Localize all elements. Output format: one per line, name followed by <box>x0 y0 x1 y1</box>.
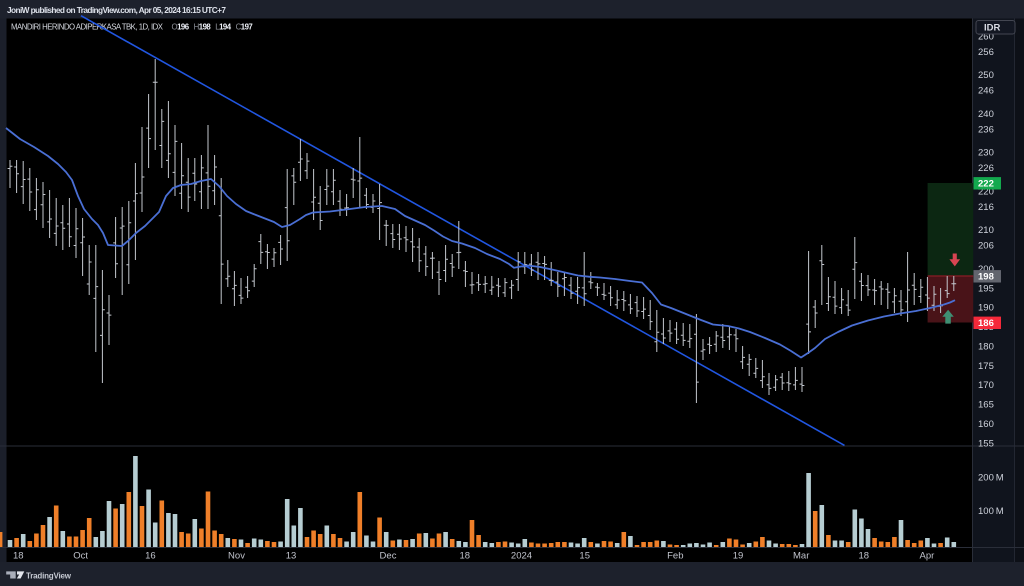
svg-text:13: 13 <box>286 551 297 562</box>
svg-text:200: 200 <box>978 264 994 275</box>
svg-text:198: 198 <box>978 272 994 283</box>
svg-text:260: 260 <box>978 31 994 42</box>
svg-text:175: 175 <box>978 361 994 372</box>
svg-text:15: 15 <box>579 551 590 562</box>
svg-text:Dec: Dec <box>380 551 397 562</box>
svg-text:186: 186 <box>978 318 994 329</box>
svg-text:155: 155 <box>978 438 994 449</box>
svg-text:256: 256 <box>978 47 994 58</box>
svg-text:250: 250 <box>978 70 994 81</box>
svg-text:18: 18 <box>460 551 471 562</box>
svg-text:180: 180 <box>978 341 994 352</box>
svg-text:Feb: Feb <box>667 551 683 562</box>
svg-text:195: 195 <box>978 283 994 294</box>
svg-text:226: 226 <box>978 163 994 174</box>
svg-text:18: 18 <box>859 551 870 562</box>
svg-text:170: 170 <box>978 380 994 391</box>
svg-text:200 M: 200 M <box>978 472 1004 483</box>
svg-text:216: 216 <box>978 202 994 213</box>
svg-text:206: 206 <box>978 241 994 252</box>
svg-text:190: 190 <box>978 303 994 314</box>
svg-text:222: 222 <box>978 179 994 190</box>
svg-text:MANDIRI HERINDO ADIPERKASA TBK: MANDIRI HERINDO ADIPERKASA TBK, 1D, IDX O… <box>11 23 252 32</box>
svg-text:IDR: IDR <box>984 23 1001 34</box>
svg-text:Oct: Oct <box>73 551 88 562</box>
svg-text:220: 220 <box>978 186 994 197</box>
svg-text:JoniW published on TradingView: JoniW published on TradingView.com, Apr … <box>7 5 226 15</box>
svg-text:16: 16 <box>145 551 156 562</box>
svg-text:Apr: Apr <box>920 551 935 562</box>
svg-text:246: 246 <box>978 86 994 97</box>
svg-text:100 M: 100 M <box>978 506 1004 517</box>
svg-text:TradingView: TradingView <box>26 571 72 580</box>
svg-text:236: 236 <box>978 124 994 135</box>
svg-text:18: 18 <box>13 551 24 562</box>
svg-text:240: 240 <box>978 109 994 120</box>
svg-text:230: 230 <box>978 148 994 159</box>
svg-text:210: 210 <box>978 225 994 236</box>
svg-text:160: 160 <box>978 419 994 430</box>
svg-text:165: 165 <box>978 400 994 411</box>
svg-text:Nov: Nov <box>228 551 245 562</box>
svg-text:2024: 2024 <box>511 551 532 562</box>
svg-text:19: 19 <box>733 551 744 562</box>
svg-text:Mar: Mar <box>793 551 809 562</box>
